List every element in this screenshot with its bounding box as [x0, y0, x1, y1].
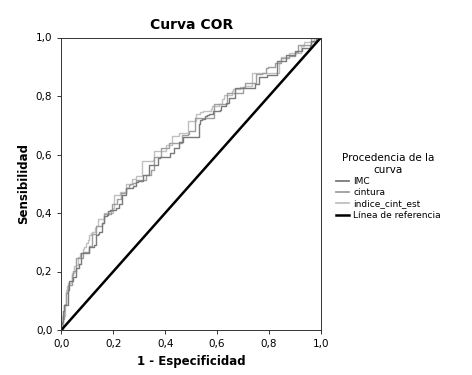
X-axis label: 1 - Especificidad: 1 - Especificidad: [137, 355, 245, 368]
Legend: IMC, cintura, indice_cint_est, Línea de referencia: IMC, cintura, indice_cint_est, Línea de …: [336, 153, 441, 220]
Title: Curva COR: Curva COR: [150, 18, 233, 32]
Y-axis label: Sensibilidad: Sensibilidad: [17, 143, 30, 224]
